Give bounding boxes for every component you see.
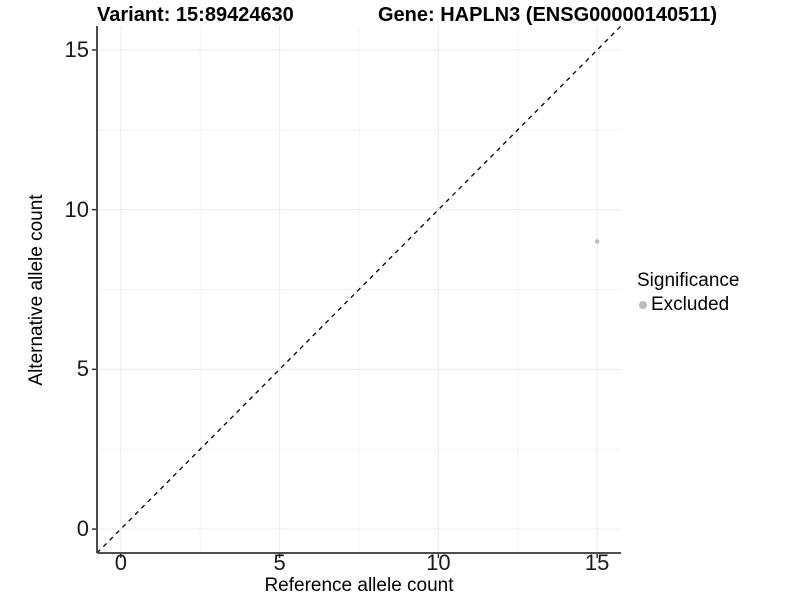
y-tick-label: 0: [76, 516, 89, 542]
x-axis-title: Reference allele count: [264, 575, 454, 596]
x-tick-label: 0: [114, 550, 127, 575]
data-point: [594, 239, 600, 244]
legend-key-dot: [639, 300, 647, 309]
x-tick-label: 10: [426, 550, 451, 575]
y-axis-title: Alternative allele count: [26, 194, 47, 386]
legend-item-label: Excluded: [651, 294, 730, 315]
legend-title: Significance: [637, 270, 740, 291]
plot-title-variant: Variant: 15:89424630: [97, 4, 294, 26]
y-tick-label: 10: [64, 196, 89, 222]
y-tick-label: 5: [76, 356, 89, 382]
legend-item-excluded: Excluded: [637, 293, 739, 316]
y-tick-label: 15: [64, 36, 89, 62]
legend: Significance Excluded: [637, 268, 739, 316]
identity-reference-line: [96, 25, 622, 554]
x-tick-label: 5: [273, 550, 286, 575]
x-tick-label: 15: [584, 550, 610, 575]
plot-title-gene: Gene: HAPLN3 (ENSG00000140511): [378, 4, 718, 26]
